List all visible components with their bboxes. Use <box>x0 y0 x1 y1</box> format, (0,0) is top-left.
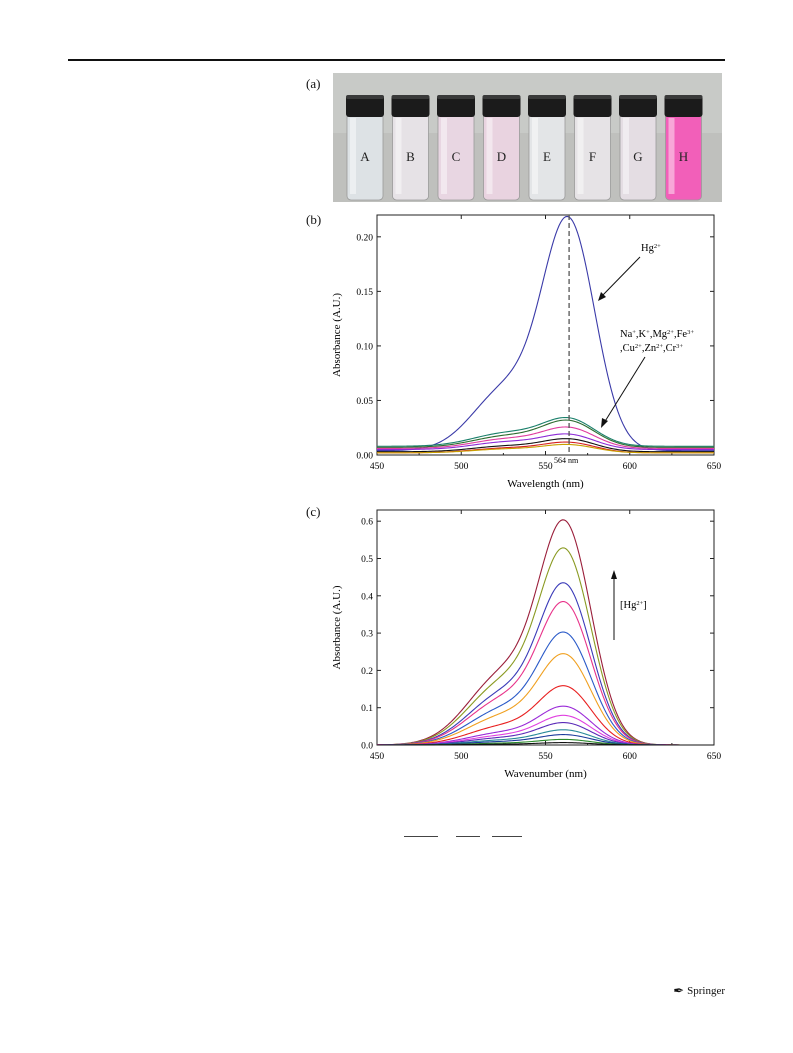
vial-label: F <box>589 149 596 164</box>
header-rule <box>68 59 725 61</box>
series-line-1 <box>376 519 714 746</box>
vial-f: F <box>573 95 612 201</box>
short-rule <box>404 836 438 837</box>
series-line-6 <box>376 653 714 746</box>
series-line-4 <box>376 601 714 746</box>
publisher-footer: ✒ Springer <box>673 983 725 999</box>
vial-cap <box>664 95 703 117</box>
x-axis-label: Wavenumber (nm) <box>504 768 587 780</box>
panel-a-label: (a) <box>306 76 321 91</box>
y-axis-label: Absorbance (A.U.) <box>331 585 343 669</box>
y-tick-label: 0.10 <box>356 342 373 352</box>
x-tick-label: 650 <box>707 752 722 762</box>
x-tick-label: 550 <box>538 752 553 762</box>
ions-annotation-line2: ,Cu2+,Zn2+,Cr3+ <box>620 343 683 355</box>
springer-logo-icon: ✒ <box>673 983 685 998</box>
publisher-name: Springer <box>687 985 725 997</box>
vial-label: H <box>679 149 688 164</box>
vial-cap <box>346 95 384 117</box>
x-tick-label: 550 <box>538 462 553 472</box>
y-tick-label: 0.20 <box>356 233 373 243</box>
y-tick-label: 0.6 <box>361 518 373 528</box>
y-axis-label: Absorbance (A.U.) <box>331 293 343 377</box>
series-line-3 <box>377 419 714 448</box>
vial-cap <box>482 95 521 117</box>
vial-cap <box>391 95 430 117</box>
vial-label: A <box>360 149 370 164</box>
x-tick-label: 600 <box>623 752 638 762</box>
vials-photo: A B C D E F G H <box>333 73 722 202</box>
vial-a: A <box>346 95 384 201</box>
vial-cap <box>573 95 612 117</box>
panel-c-label: (c) <box>306 504 321 519</box>
vial-b: B <box>391 95 430 201</box>
series-line-2 <box>377 416 714 447</box>
hg-annotation: Hg2+ <box>641 243 661 255</box>
chart-c-plot-frame <box>376 509 715 746</box>
y-tick-label: 0.00 <box>356 452 373 462</box>
y-tick-label: 0.1 <box>361 704 373 714</box>
vial-label: D <box>497 149 506 164</box>
vial-cap <box>619 95 657 117</box>
peak-label: 564 nm <box>554 456 579 465</box>
series-line-6 <box>377 438 714 453</box>
x-tick-label: 600 <box>623 462 638 472</box>
ions-arrow <box>603 356 646 424</box>
series-line-2 <box>376 547 714 746</box>
short-rule <box>456 836 480 837</box>
vial-label: C <box>452 149 461 164</box>
absorbance-selectivity-chart: 450 500 550 600 650 0.00 0.05 0.10 0.15 0.20 Wavel… <box>331 214 722 490</box>
y-tick-label: 0.4 <box>361 592 373 602</box>
panel-b-label: (b) <box>306 212 322 227</box>
y-tick-label: 0.15 <box>356 288 373 298</box>
x-tick-label: 500 <box>454 462 469 472</box>
vial-cap <box>528 95 566 117</box>
x-tick-label: 450 <box>370 752 385 762</box>
series-line-14 <box>377 742 714 746</box>
hg-arrow <box>600 256 641 298</box>
hg-concentration-annotation: [Hg2+] <box>620 600 647 612</box>
y-tick-label: 0.5 <box>361 555 373 565</box>
vial-h: H <box>664 95 703 201</box>
absorbance-titration-chart: 450 500 550 600 650 0.0 0.1 0.2 0.3 0.4 0.5 0.6 Wave… <box>331 509 722 780</box>
x-tick-label: 650 <box>707 462 722 472</box>
short-rule <box>492 836 522 837</box>
vial-label: E <box>543 149 551 164</box>
y-tick-label: 0.0 <box>361 742 373 752</box>
x-axis-label: Wavelength (nm) <box>507 478 584 490</box>
vial-cap <box>437 95 475 117</box>
y-tick-label: 0.2 <box>361 667 373 677</box>
y-tick-label: 0.05 <box>356 397 373 407</box>
series-line-8 <box>377 443 714 454</box>
vial-d: D <box>482 95 521 201</box>
series-line-5 <box>376 631 714 746</box>
vial-e: E <box>528 95 566 201</box>
series-line-4 <box>377 426 714 449</box>
x-tick-label: 450 <box>370 462 385 472</box>
x-tick-label: 500 <box>454 752 469 762</box>
vial-c: C <box>437 95 475 201</box>
vial-label: G <box>633 149 642 164</box>
ions-annotation-line1: Na+,K+,Mg2+,Fe3+ <box>620 329 694 341</box>
series-line-5 <box>377 433 714 451</box>
vial-g: G <box>619 95 657 201</box>
y-tick-label: 0.3 <box>361 630 373 640</box>
vial-label: B <box>406 149 415 164</box>
